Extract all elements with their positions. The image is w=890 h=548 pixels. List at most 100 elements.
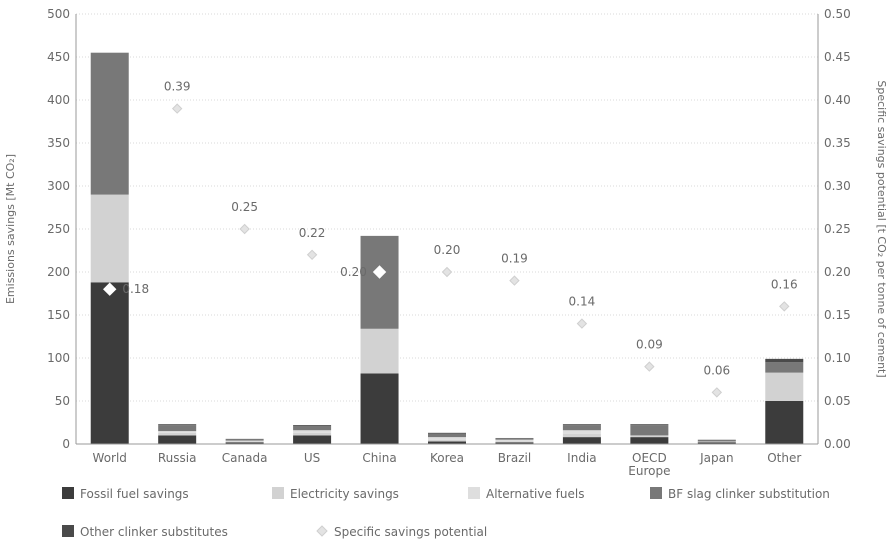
specific-savings-point <box>779 301 790 312</box>
bar-segment <box>495 442 534 444</box>
y-tick-label: 500 <box>47 7 70 21</box>
bar-segment <box>360 373 399 444</box>
y-tick-label: 150 <box>47 308 70 322</box>
x-tick-label: Russia <box>158 451 197 465</box>
y2-tick-label: 0.00 <box>824 437 851 451</box>
bar-segment <box>293 430 332 433</box>
bar-segment <box>562 424 601 426</box>
bar-segment <box>765 358 804 363</box>
bar-segment <box>630 437 669 444</box>
bar-segment <box>428 432 466 434</box>
bar-segment <box>158 431 197 433</box>
specific-savings-point <box>103 282 117 296</box>
bar-segment <box>562 425 601 431</box>
x-tick-label: Canada <box>222 451 268 465</box>
points-layer: 0.18 0.39 0.25 0.22 0.20 0.20 0.19 0.14 0.09 0.06… <box>103 80 798 398</box>
bar-segment <box>630 435 669 438</box>
bar-segment <box>562 437 601 444</box>
y2-tick-label: 0.45 <box>824 50 851 64</box>
bar-segment <box>495 439 534 442</box>
data-label: 0.09 <box>636 338 663 352</box>
bar-segment <box>495 441 534 443</box>
y-tick-label: 100 <box>47 351 70 365</box>
legend-swatch <box>272 487 284 499</box>
x-tick-label: US <box>304 451 320 465</box>
bar-segment <box>697 441 736 443</box>
legend-swatch <box>650 487 662 499</box>
bar-segment <box>360 328 399 374</box>
y-tick-label: 300 <box>47 179 70 193</box>
bar-segment <box>158 432 197 436</box>
axes-layer: 0 0.00 50 0.05 100 0.10 150 0.15 200 0.20 250 0.25 3… <box>47 7 851 478</box>
y2-tick-label: 0.40 <box>824 93 851 107</box>
data-label: 0.20 <box>434 243 461 257</box>
x-tick-label: China <box>362 451 396 465</box>
y2-tick-label: 0.50 <box>824 7 851 21</box>
specific-savings-point <box>239 223 250 235</box>
bar-segment <box>697 439 736 442</box>
x-tick-label: Korea <box>430 451 464 465</box>
bar-segment <box>765 401 804 444</box>
legend-swatch <box>62 525 74 537</box>
bar-segment <box>562 433 601 438</box>
bar-segment <box>697 442 736 444</box>
bar-segment <box>428 439 466 442</box>
specific-savings-point <box>441 266 453 278</box>
bar-segment <box>293 432 332 436</box>
bar-segment <box>225 438 264 441</box>
bar-segment <box>428 441 466 444</box>
legend-label: BF slag clinker substitution <box>668 487 830 501</box>
bar-segment <box>90 194 129 283</box>
bar-segment <box>360 235 399 329</box>
y-tick-label: 450 <box>47 50 70 64</box>
y-axis-title: Emissions savings [Mt CO₂] <box>4 154 17 304</box>
data-label: 0.20 <box>340 265 367 279</box>
x-tick-label: Brazil <box>498 451 532 465</box>
data-label: 0.39 <box>164 80 191 94</box>
bar-segment <box>158 425 197 432</box>
bar-segment <box>630 424 669 426</box>
bar-segment <box>158 424 197 426</box>
y2-tick-label: 0.10 <box>824 351 851 365</box>
y-tick-label: 0 <box>62 437 70 451</box>
y2-tick-label: 0.20 <box>824 265 851 279</box>
bar-segment <box>765 372 804 401</box>
grid-lines <box>76 13 818 402</box>
y-tick-label: 400 <box>47 93 70 107</box>
x-tick-label: Japan <box>699 451 733 465</box>
legend-label: Specific savings potential <box>334 525 487 539</box>
y2-tick-label: 0.25 <box>824 222 851 236</box>
legend-label: Alternative fuels <box>486 487 584 501</box>
specific-savings-point <box>509 275 520 286</box>
bar-segment <box>225 440 264 442</box>
specific-savings-point <box>576 318 588 329</box>
specific-savings-point <box>171 103 183 114</box>
bar-segment <box>158 435 197 444</box>
x-tick-label: OECD <box>632 451 667 465</box>
y-tick-label: 50 <box>55 394 70 408</box>
bar-segment <box>293 435 332 444</box>
data-label: 0.19 <box>501 252 528 266</box>
x-tick-label: Other <box>767 451 801 465</box>
specific-savings-point <box>306 249 318 261</box>
bar-segment <box>428 433 466 438</box>
y2-tick-label: 0.30 <box>824 179 851 193</box>
data-label: 0.06 <box>703 363 730 377</box>
y2-axis-title: Specific savings potential [t CO₂ per to… <box>875 80 888 377</box>
specific-savings-point <box>372 265 387 279</box>
bar-segment <box>225 441 264 443</box>
legend-label: Electricity savings <box>290 487 399 501</box>
bar-segment <box>428 437 466 440</box>
bar-segment <box>293 425 332 431</box>
legend: Fossil fuel savings Electricity savings Al… <box>62 487 830 539</box>
y-tick-label: 350 <box>47 136 70 150</box>
x-tick-label: India <box>567 451 596 465</box>
bars-layer <box>90 52 804 444</box>
x-tick-label: World <box>93 451 127 465</box>
bar-segment <box>90 282 129 444</box>
legend-point-icon <box>316 525 328 537</box>
data-label: 0.25 <box>231 200 258 214</box>
y2-tick-label: 0.05 <box>824 394 851 408</box>
legend-label: Other clinker substitutes <box>80 525 228 539</box>
